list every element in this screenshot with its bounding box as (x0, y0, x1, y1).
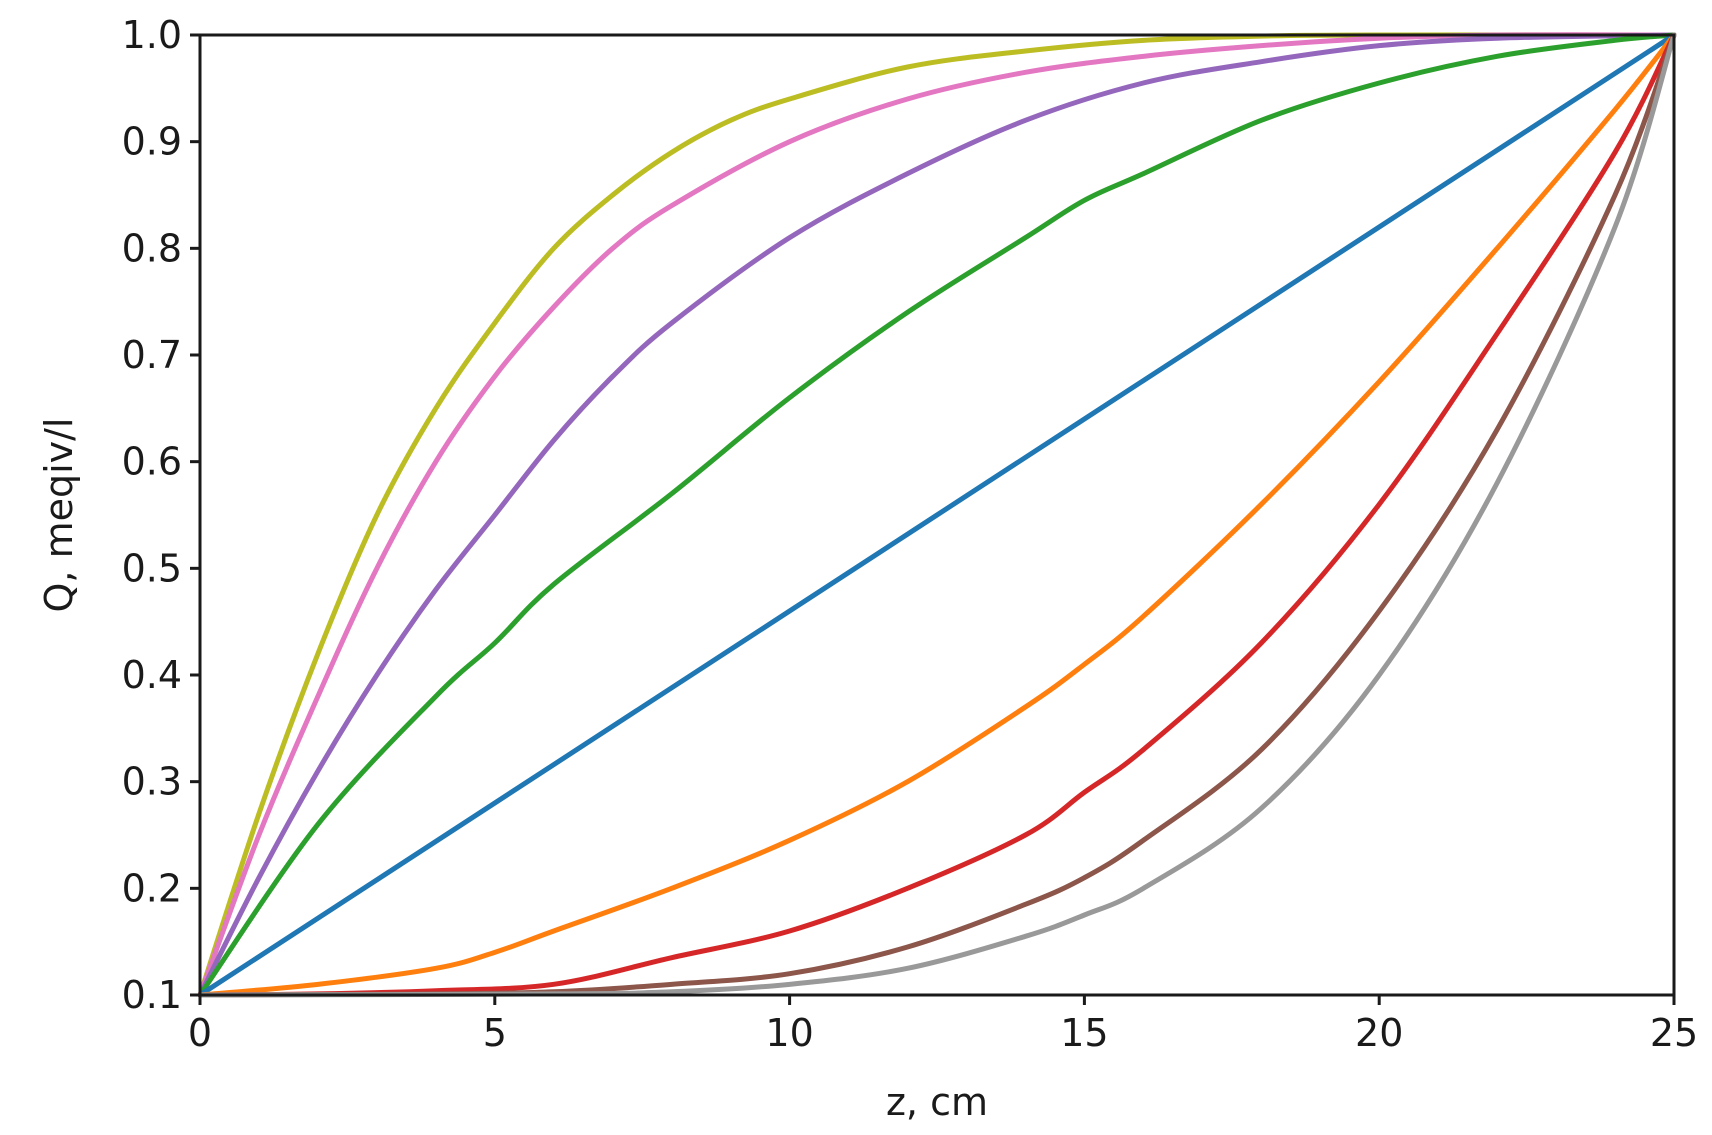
x-axis-ticks: 0 5 10 15 20 25 (188, 995, 1698, 1055)
series-line-1 (197, 32, 1677, 998)
x-tick-label: 0 (188, 1011, 212, 1055)
x-tick-label: 25 (1650, 1011, 1698, 1055)
series-line-9 (197, 32, 1677, 998)
series-line-5 (197, 32, 1677, 998)
y-tick-label: 1.0 (122, 13, 182, 57)
series-line-4 (197, 32, 1677, 998)
plot-frame (198, 33, 1676, 997)
y-tick-label: 0.6 (122, 440, 182, 484)
y-tick-label: 0.2 (122, 866, 182, 910)
x-tick-label: 20 (1355, 1011, 1403, 1055)
y-tick-label: 0.8 (122, 226, 182, 270)
y-tick-label: 0.9 (122, 120, 182, 164)
x-tick-label: 5 (483, 1011, 507, 1055)
x-axis-label: z, cm (886, 1080, 988, 1124)
series-line-6 (197, 32, 1677, 998)
series-line-3 (197, 32, 1677, 998)
y-tick-label: 0.4 (122, 653, 182, 697)
y-tick-label: 0.5 (122, 546, 182, 590)
x-tick-label: 15 (1060, 1011, 1108, 1055)
series-layer (197, 32, 1677, 998)
x-tick-label: 10 (765, 1011, 813, 1055)
y-tick-label: 0.1 (122, 973, 182, 1017)
y-tick-label: 0.3 (122, 760, 182, 804)
series-line-7 (197, 32, 1677, 998)
series-line-2 (197, 32, 1677, 998)
y-tick-label: 0.7 (122, 333, 182, 377)
y-axis-ticks: 0.1 0.2 0.3 0.4 0.5 0.6 0.7 0.8 0.9 1.0 (122, 13, 200, 1017)
y-axis-label: Q, meqiv/l (37, 418, 81, 613)
